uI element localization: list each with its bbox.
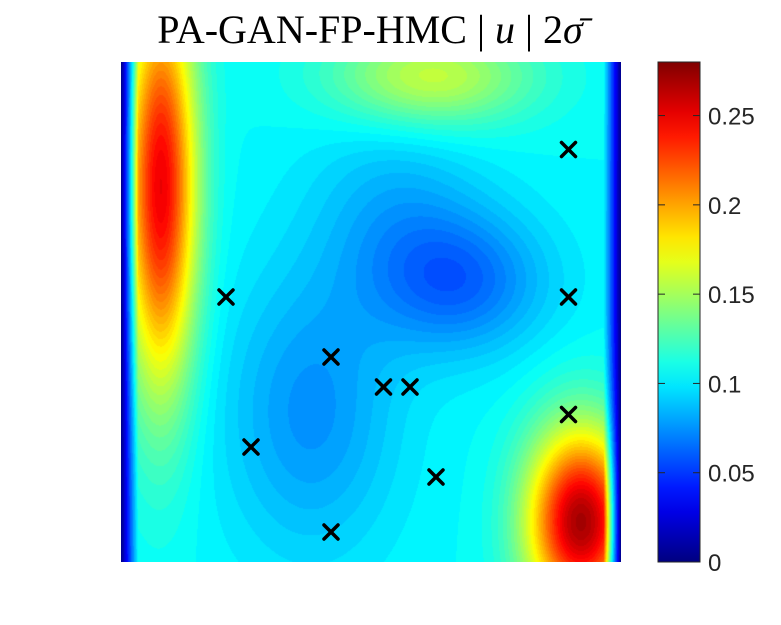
- title-sigma: σ̄: [563, 7, 583, 52]
- sensor-marker: [427, 468, 445, 486]
- colorbar-tick-label: 0.1: [708, 371, 741, 398]
- sensor-marker: [374, 378, 393, 396]
- title-prefix: PA-GAN-FP-HMC |: [157, 7, 495, 52]
- sensor-marker: [242, 438, 260, 456]
- sensor-marker: [559, 405, 578, 424]
- marker-layer: [217, 140, 578, 541]
- colorbar-ticks: 0 0.05 0.1 0.15 0.2 0.25: [658, 104, 755, 577]
- sensor-marker: [401, 378, 419, 396]
- colorbar-tick-label: 0: [708, 550, 721, 577]
- title-variable: u: [494, 7, 515, 52]
- colorbar-tick-label: 0.25: [708, 104, 755, 131]
- sensor-marker: [217, 288, 235, 306]
- sensor-marker: [559, 140, 578, 159]
- sensor-marker: [559, 288, 578, 306]
- chart-title: PA-GAN-FP-HMC | u | 2σ̄: [0, 6, 740, 53]
- sensor-marker: [322, 523, 340, 541]
- sensor-marker: [322, 348, 340, 366]
- colorbar-tick-label: 0.2: [708, 193, 741, 220]
- colorbar-tick-label: 0.15: [708, 282, 755, 309]
- title-mid: | 2: [514, 7, 563, 52]
- colorbar-tick-label: 0.05: [708, 461, 755, 488]
- heatmap-field: [121, 62, 621, 562]
- colorbar: [657, 61, 701, 563]
